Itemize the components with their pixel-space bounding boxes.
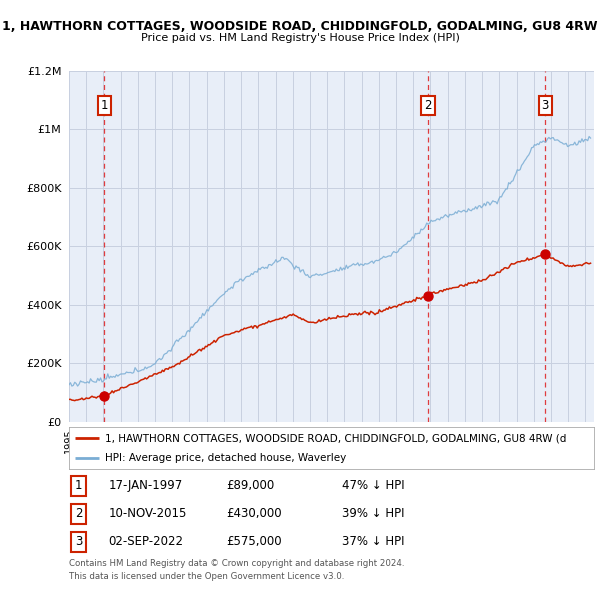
- Text: 1, HAWTHORN COTTAGES, WOODSIDE ROAD, CHIDDINGFOLD, GODALMING, GU8 4RW (d: 1, HAWTHORN COTTAGES, WOODSIDE ROAD, CHI…: [105, 433, 566, 443]
- Text: 47% ↓ HPI: 47% ↓ HPI: [342, 480, 404, 493]
- Text: 3: 3: [75, 535, 82, 548]
- Text: 3: 3: [542, 99, 549, 113]
- Text: 37% ↓ HPI: 37% ↓ HPI: [342, 535, 404, 548]
- Text: £430,000: £430,000: [227, 507, 282, 520]
- Text: 2: 2: [424, 99, 432, 113]
- Text: 2: 2: [75, 507, 82, 520]
- Text: 1: 1: [75, 480, 82, 493]
- Text: 39% ↓ HPI: 39% ↓ HPI: [342, 507, 404, 520]
- Text: 17-JAN-1997: 17-JAN-1997: [109, 480, 182, 493]
- Text: Contains HM Land Registry data © Crown copyright and database right 2024.: Contains HM Land Registry data © Crown c…: [69, 559, 404, 568]
- Text: 1: 1: [100, 99, 108, 113]
- Text: This data is licensed under the Open Government Licence v3.0.: This data is licensed under the Open Gov…: [69, 572, 344, 581]
- Text: £575,000: £575,000: [227, 535, 282, 548]
- Text: HPI: Average price, detached house, Waverley: HPI: Average price, detached house, Wave…: [105, 453, 346, 463]
- Text: 1, HAWTHORN COTTAGES, WOODSIDE ROAD, CHIDDINGFOLD, GODALMING, GU8 4RW: 1, HAWTHORN COTTAGES, WOODSIDE ROAD, CHI…: [2, 20, 598, 33]
- Text: £89,000: £89,000: [227, 480, 275, 493]
- Text: Price paid vs. HM Land Registry's House Price Index (HPI): Price paid vs. HM Land Registry's House …: [140, 33, 460, 43]
- Text: 10-NOV-2015: 10-NOV-2015: [109, 507, 187, 520]
- Text: 02-SEP-2022: 02-SEP-2022: [109, 535, 184, 548]
